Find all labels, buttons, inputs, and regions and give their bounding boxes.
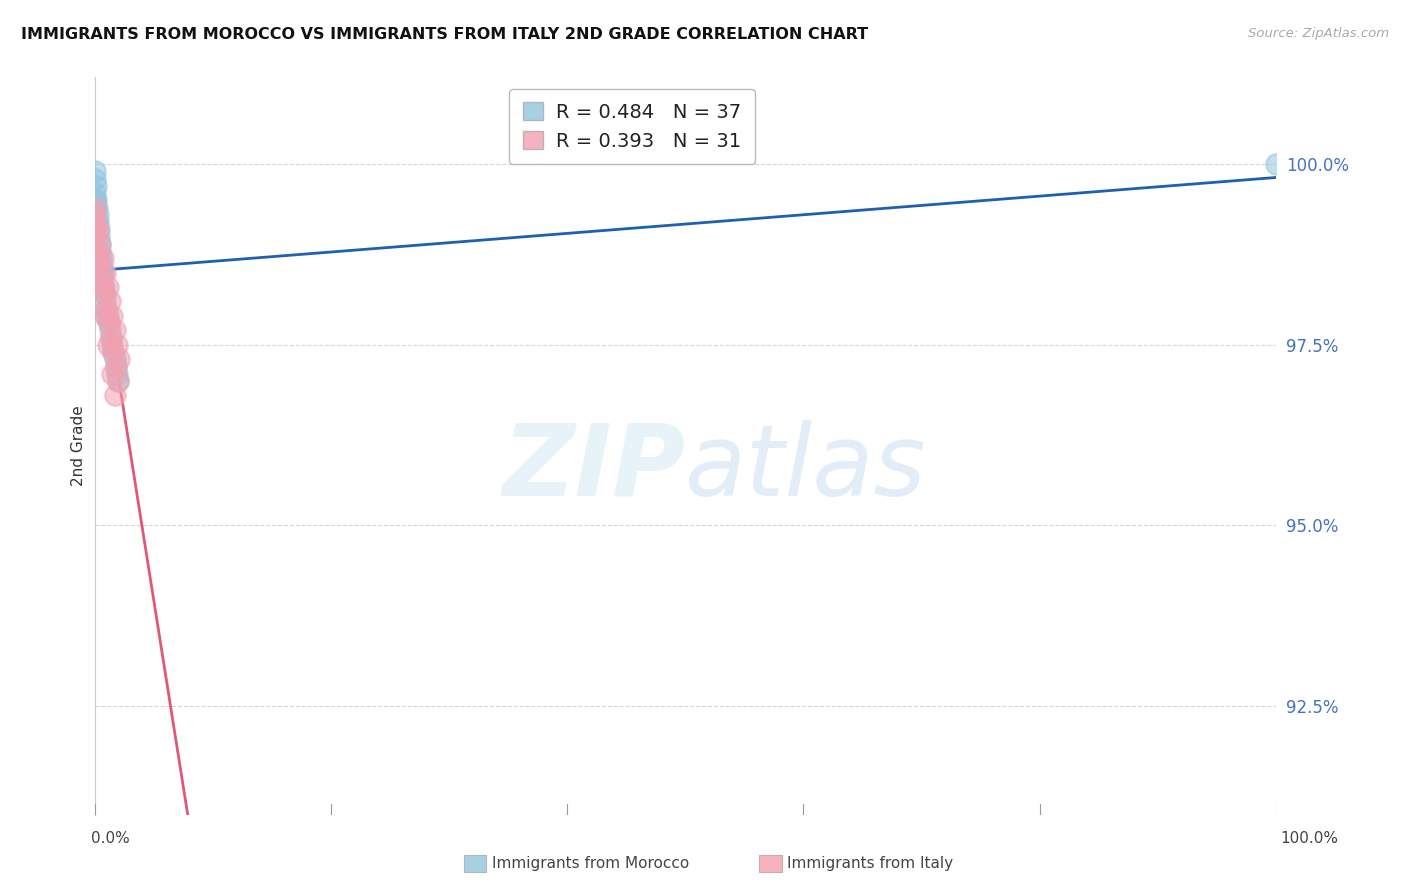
Point (93, 280, 115, 294)
Point (86, 201, 108, 215)
Y-axis label: 2nd Grade: 2nd Grade (72, 406, 86, 486)
Point (108, 352, 131, 367)
Point (90, 273, 112, 287)
Text: 0.0%: 0.0% (91, 831, 131, 846)
Point (84, 178, 107, 193)
Text: IMMIGRANTS FROM MOROCCO VS IMMIGRANTS FROM ITALY 2ND GRADE CORRELATION CHART: IMMIGRANTS FROM MOROCCO VS IMMIGRANTS FR… (21, 27, 869, 42)
Point (100, 367, 122, 381)
Point (89, 258, 111, 272)
Point (101, 338, 124, 352)
Point (105, 367, 128, 381)
Text: Immigrants from Italy: Immigrants from Italy (787, 856, 953, 871)
Point (107, 374, 129, 388)
Point (83, 208, 105, 222)
Point (104, 359, 127, 374)
Point (90, 280, 112, 294)
Point (98, 294, 121, 309)
Text: Source: ZipAtlas.com: Source: ZipAtlas.com (1249, 27, 1389, 40)
Point (83, 215, 105, 229)
Point (83, 222, 105, 236)
Point (89, 236, 111, 251)
Text: Immigrants from Morocco: Immigrants from Morocco (492, 856, 689, 871)
Point (90, 251, 112, 265)
Point (97, 309, 120, 323)
Point (104, 359, 127, 374)
Point (93, 287, 115, 301)
Point (94, 287, 117, 301)
Text: ZIP: ZIP (502, 419, 685, 516)
Point (96, 301, 118, 316)
Text: 100.0%: 100.0% (1281, 831, 1339, 846)
Point (103, 345, 125, 359)
Point (83, 171, 105, 186)
Point (96, 301, 118, 316)
Point (86, 244, 108, 258)
Text: atlas: atlas (685, 419, 927, 516)
Point (93, 280, 115, 294)
Point (90, 258, 112, 272)
Point (100, 330, 122, 344)
Point (104, 352, 127, 367)
Point (83, 222, 105, 236)
Point (86, 194, 108, 208)
Point (89, 236, 111, 251)
Point (93, 309, 115, 323)
Point (107, 374, 129, 388)
Point (86, 251, 108, 265)
Point (86, 208, 108, 222)
Point (91, 266, 114, 280)
Point (105, 338, 128, 352)
Point (83, 164, 105, 178)
Point (87, 215, 110, 229)
Point (83, 201, 105, 215)
Point (87, 222, 110, 236)
Point (91, 251, 114, 265)
Point (103, 345, 125, 359)
Point (83, 208, 105, 222)
Point (94, 266, 117, 280)
Point (89, 229, 111, 244)
Point (97, 316, 120, 330)
Point (93, 294, 115, 309)
Point (97, 316, 120, 330)
Point (101, 309, 124, 323)
Point (83, 201, 105, 215)
Point (1265, 157, 1288, 171)
Legend: R = 0.484   N = 37, R = 0.393   N = 31: R = 0.484 N = 37, R = 0.393 N = 31 (509, 88, 755, 164)
Point (104, 323, 127, 337)
Point (87, 222, 110, 236)
Point (104, 388, 127, 402)
Point (83, 186, 105, 200)
Point (83, 194, 105, 208)
Point (100, 330, 122, 344)
Point (98, 323, 121, 337)
Point (91, 266, 114, 280)
Point (94, 309, 117, 323)
Point (89, 244, 111, 258)
Point (97, 338, 120, 352)
Point (97, 280, 120, 294)
Point (83, 229, 105, 244)
